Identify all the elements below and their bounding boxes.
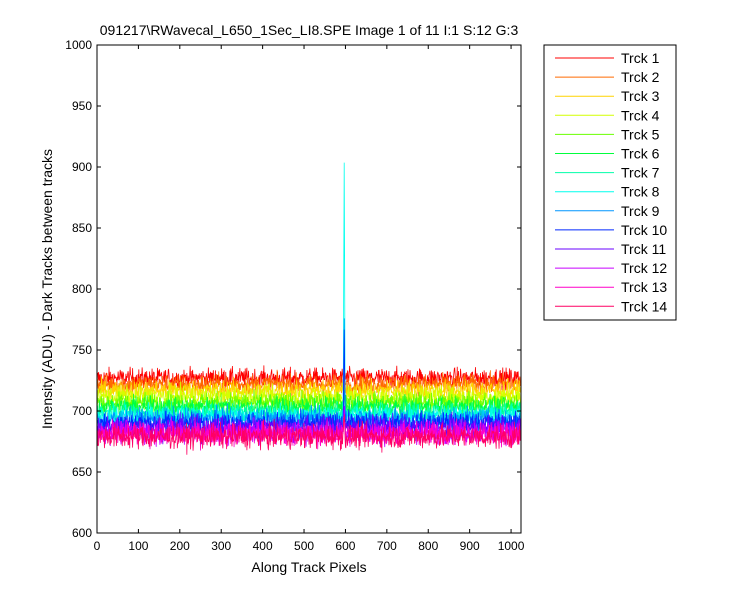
x-axis: 0 100 200 300 400 500 600 700 800 900 1000 — [94, 45, 525, 553]
legend-label: Trck 13 — [621, 279, 667, 295]
legend-box — [543, 44, 677, 321]
x-tick-label: 700 — [377, 539, 397, 553]
y-tick-label: 700 — [72, 404, 92, 418]
y-tick-label: 650 — [72, 465, 92, 479]
legend-label: Trck 6 — [621, 146, 660, 162]
x-tick-label: 500 — [294, 539, 314, 553]
legend-label: Trck 9 — [621, 203, 660, 219]
x-axis-label: Along Track Pixels — [251, 559, 366, 575]
legend-label: Trck 10 — [621, 222, 667, 238]
y-tick-label: 800 — [72, 282, 92, 296]
plot-area — [97, 45, 521, 533]
series-layer — [97, 162, 521, 455]
legend-label: Trck 1 — [621, 50, 660, 66]
series-line-trck-4 — [97, 381, 521, 410]
y-tick-label: 600 — [72, 526, 92, 540]
x-tick-label: 1000 — [498, 539, 525, 553]
x-tick-label: 800 — [418, 539, 438, 553]
y-tick-label: 1000 — [65, 38, 92, 52]
x-tick-label: 100 — [128, 539, 148, 553]
x-tick-label: 900 — [460, 539, 480, 553]
legend-label: Trck 3 — [621, 88, 660, 104]
legend-label: Trck 14 — [621, 298, 667, 314]
x-tick-label: 0 — [94, 539, 101, 553]
y-axis-label: Intensity (ADU) - Dark Tracks between tr… — [39, 149, 55, 429]
y-axis: 600 650 700 750 800 850 900 950 1000 — [65, 38, 521, 540]
chart-title: 091217\RWavecal_L650_1Sec_LI8.SPE Image … — [100, 22, 519, 38]
series-line-trck-6 — [97, 393, 521, 421]
x-tick-label: 400 — [253, 539, 273, 553]
y-tick-label: 950 — [72, 99, 92, 113]
legend-label: Trck 7 — [621, 165, 660, 181]
series-line-trck-2 — [97, 366, 521, 398]
legend-items: Trck 1 Trck 2 Trck 3 Trck 4 Trck 5 Trck 6 Trck… — [555, 50, 667, 314]
y-tick-label: 900 — [72, 160, 92, 174]
legend-label: Trck 5 — [621, 126, 660, 142]
legend-label: Trck 11 — [621, 241, 666, 257]
legend-label: Trck 2 — [621, 69, 660, 85]
series-line-trck-14 — [97, 414, 521, 455]
x-tick-label: 200 — [170, 539, 190, 553]
legend: Trck 1 Trck 2 Trck 3 Trck 4 Trck 5 Trck 6 Trck… — [543, 44, 677, 321]
y-tick-label: 850 — [72, 221, 92, 235]
legend-label: Trck 4 — [621, 107, 660, 123]
series-line-trck-1 — [97, 365, 521, 392]
x-tick-label: 300 — [211, 539, 231, 553]
x-tick-label: 600 — [335, 539, 355, 553]
legend-label: Trck 12 — [621, 260, 667, 276]
legend-label: Trck 8 — [621, 184, 660, 200]
y-tick-label: 750 — [72, 343, 92, 357]
